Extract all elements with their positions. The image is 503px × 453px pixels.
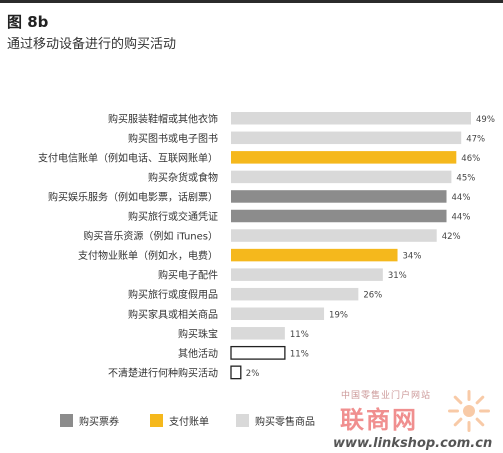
category-label: 支付物业账单（例如水，电费） xyxy=(78,249,218,262)
watermark-logo: 联商网 xyxy=(340,406,418,434)
bar-bill xyxy=(231,248,398,262)
value-label: 46% xyxy=(461,154,480,164)
bar-retail xyxy=(231,268,383,281)
bar-other xyxy=(230,365,242,380)
category-label: 购买家具或相关商品 xyxy=(128,308,218,321)
legend-swatch-bill xyxy=(150,413,163,427)
bar-retail xyxy=(231,112,471,125)
bar-retail xyxy=(231,287,359,301)
bar-ticket xyxy=(231,190,447,203)
watermark-url: www.linkshop.com.cn xyxy=(333,436,493,451)
value-label: 47% xyxy=(466,134,485,144)
bar-ticket xyxy=(231,209,447,223)
category-label: 购买杂货或食物 xyxy=(148,171,218,184)
value-label: 45% xyxy=(456,173,475,183)
value-label: 19% xyxy=(329,310,348,320)
category-label: 购买娱乐服务（例如电影票，话剧票） xyxy=(48,190,218,203)
bar-bill xyxy=(231,151,457,164)
figure-number: 图 8b xyxy=(7,13,49,31)
legend-label-bill: 支付账单 xyxy=(169,416,209,428)
chart-title: 通过移动设备进行的购买活动 xyxy=(7,37,177,52)
value-label: 11% xyxy=(290,349,309,359)
value-label: 31% xyxy=(388,271,407,281)
value-label: 42% xyxy=(442,232,461,242)
category-label: 购买电子配件 xyxy=(158,269,218,282)
legend-swatch-retail xyxy=(236,413,249,427)
category-label: 支付电信账单（例如电话、互联网账单） xyxy=(38,151,218,164)
bar-retail xyxy=(231,229,437,242)
legend-item-ticket: 购买票券 xyxy=(60,412,119,428)
value-label: 11% xyxy=(290,330,309,340)
watermark-site-name: 中国零售业门户网站 xyxy=(341,391,432,401)
top-rule xyxy=(0,0,503,3)
value-label: 49% xyxy=(476,115,495,125)
bar-retail xyxy=(231,307,325,320)
category-label: 购买音乐资源（例如 iTunes） xyxy=(83,230,218,243)
bar-retail xyxy=(231,131,462,145)
bar-retail xyxy=(231,170,452,184)
category-label: 购买图书或电子图书 xyxy=(128,132,218,145)
value-label: 44% xyxy=(452,213,471,223)
bar-retail xyxy=(231,327,285,340)
category-label: 其他活动 xyxy=(178,347,218,360)
category-label: 购买旅行或交通凭证 xyxy=(128,210,218,223)
legend-item-bill: 支付账单 xyxy=(150,412,209,428)
bar-other xyxy=(230,345,286,360)
value-label: 2% xyxy=(246,369,259,379)
watermark-sun-icon xyxy=(448,390,490,432)
legend-item-retail: 购买零售商品 xyxy=(236,412,315,428)
legend-label-retail: 购买零售商品 xyxy=(255,416,315,428)
category-label: 购买服装鞋帽或其他衣饰 xyxy=(108,112,218,125)
legend-label-ticket: 购买票券 xyxy=(79,416,119,428)
category-label: 不清楚进行何种购买活动 xyxy=(108,366,218,379)
category-label: 购买珠宝 xyxy=(178,327,218,340)
legend-swatch-ticket xyxy=(60,413,73,427)
value-label: 26% xyxy=(363,291,382,301)
value-label: 44% xyxy=(452,193,471,203)
category-label: 购买旅行或度假用品 xyxy=(128,288,218,301)
value-label: 34% xyxy=(403,252,422,262)
